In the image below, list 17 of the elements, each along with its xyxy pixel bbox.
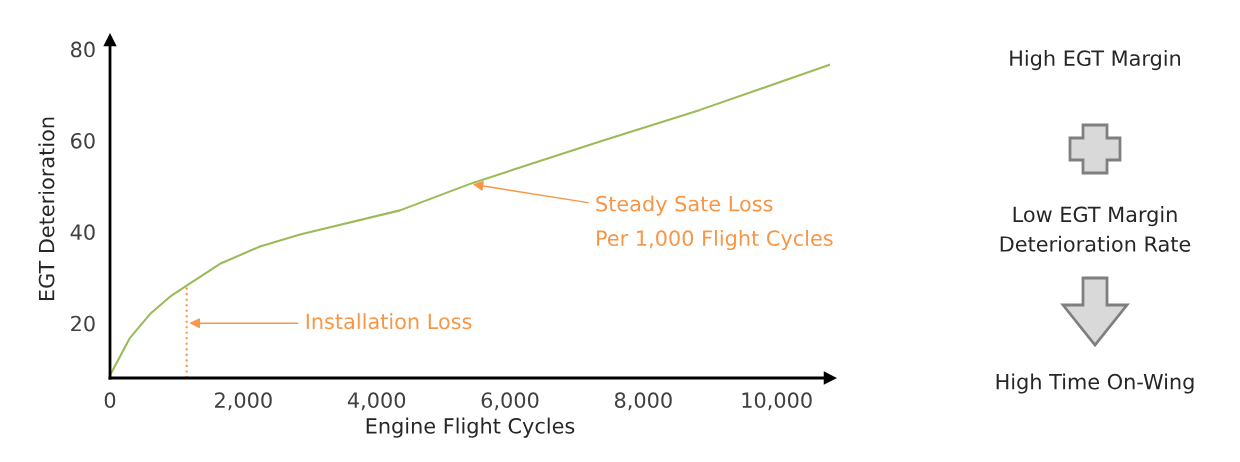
x-tick-label: 10,000 [742, 392, 812, 411]
text: High Time On-Wing [996, 373, 1194, 394]
y-tick-label: 60 [71, 132, 95, 149]
x-tick-label: 0 [104, 392, 116, 409]
x-tick-label: 2,000 [215, 392, 272, 411]
x-axis-title: Engine Flight Cycles [366, 417, 575, 438]
y-tick-label: 80 [71, 41, 95, 58]
text: High EGT Margin [1010, 49, 1181, 71]
annotation: Steady Sate Loss Per 1,000 Flight Cycles [596, 195, 833, 251]
x-tick-label: 4,000 [347, 392, 406, 411]
y-tick-label: 20 [71, 315, 95, 332]
y-tick-label: 40 [70, 224, 95, 241]
x-tick-label: 6,000 [481, 392, 539, 411]
text: Low EGT Margin Deterioration Rate [1000, 206, 1191, 252]
y-axis-title: EGT Deterioration [38, 117, 55, 300]
x-tick-label: 8,000 [614, 392, 672, 411]
annotation: Installation Loss [306, 313, 472, 330]
